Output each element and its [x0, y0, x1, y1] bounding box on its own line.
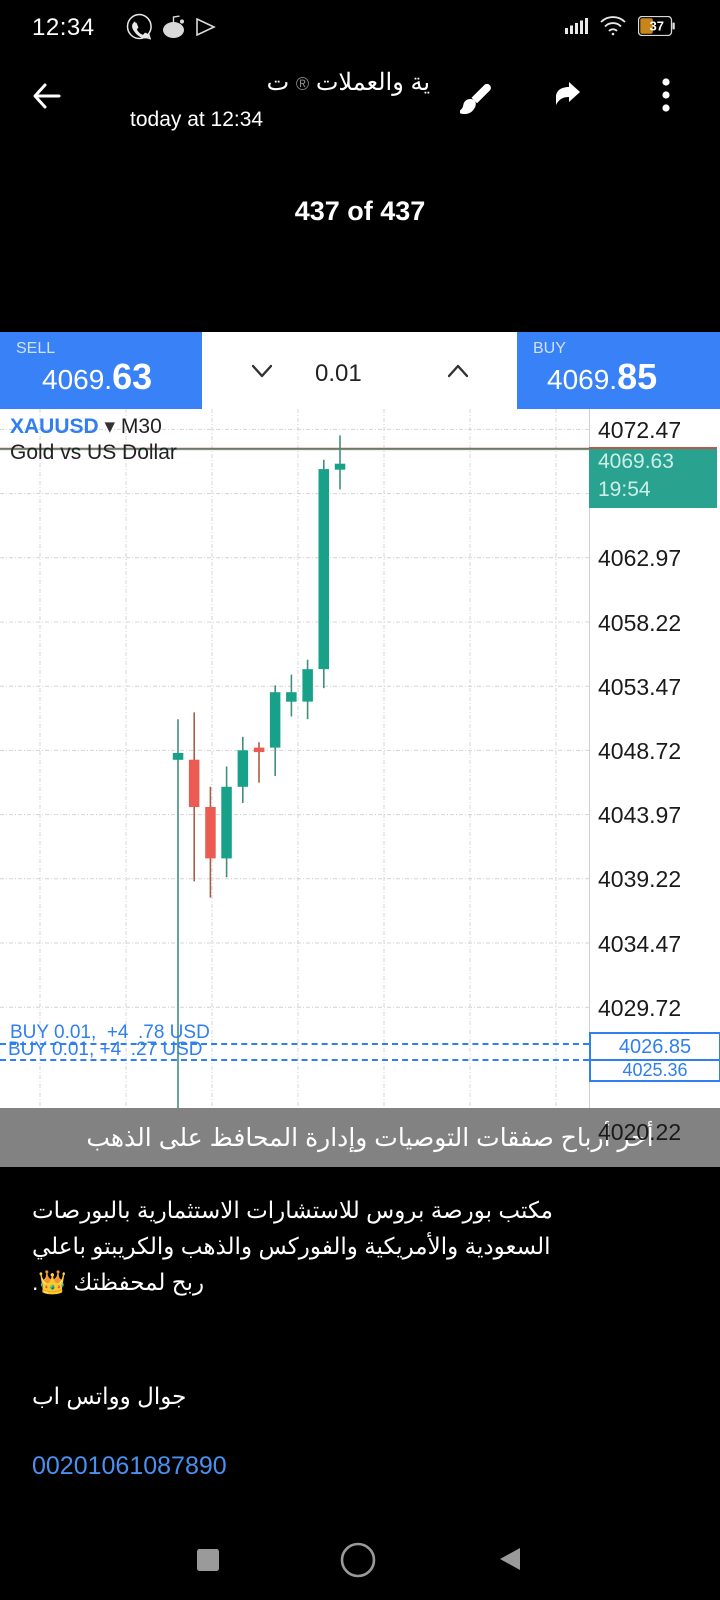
svg-text:37: 37 — [650, 19, 664, 34]
